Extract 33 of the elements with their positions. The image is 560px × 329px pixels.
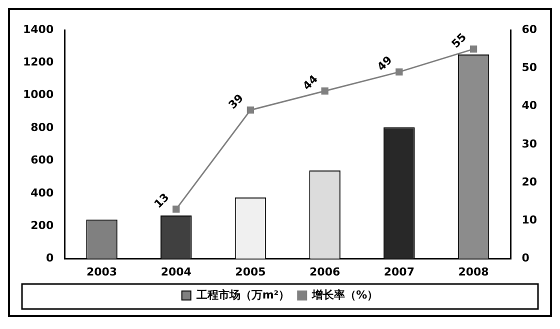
x-tick-label: 2003	[86, 265, 118, 278]
y2-tick-label: 0	[522, 252, 530, 265]
y-tick-label: 1200	[22, 56, 54, 69]
y-tick-label: 0	[46, 252, 54, 265]
x-tick-label: 2004	[160, 265, 192, 278]
legend-label: 增长率（%）	[311, 288, 378, 302]
point	[246, 106, 254, 114]
y2-tick-label: 50	[522, 60, 538, 74]
data-label: 39	[226, 92, 246, 112]
point	[172, 206, 180, 213]
y-tick-label: 1400	[22, 22, 54, 36]
y-tick-label: 800	[30, 120, 54, 134]
legend-label: 工程市场（万m²）	[195, 288, 290, 302]
y2-tick-label: 20	[522, 175, 538, 188]
point	[321, 87, 328, 95]
y2-tick-label: 30	[522, 137, 538, 150]
y2-tick-label: 60	[522, 22, 538, 36]
x-tick-label: 2007	[384, 265, 414, 278]
x-tick-label: 2006	[310, 265, 340, 278]
y-tick-label: 1000	[22, 88, 54, 102]
data-label: 49	[374, 53, 395, 74]
y-tick-label: 200	[30, 218, 54, 232]
data-label: 13	[152, 190, 172, 211]
point	[470, 45, 478, 53]
y2-tick-label: 10	[522, 214, 538, 227]
y2-tick-label: 40	[522, 99, 538, 112]
y-tick-label: 400	[30, 186, 54, 200]
x-tick-label: 2005	[235, 265, 266, 278]
data-label: 44	[300, 72, 321, 93]
y-tick-label: 600	[30, 154, 54, 167]
data-label: 55	[449, 30, 470, 51]
point	[396, 68, 403, 76]
x-tick-label: 2008	[458, 265, 489, 278]
